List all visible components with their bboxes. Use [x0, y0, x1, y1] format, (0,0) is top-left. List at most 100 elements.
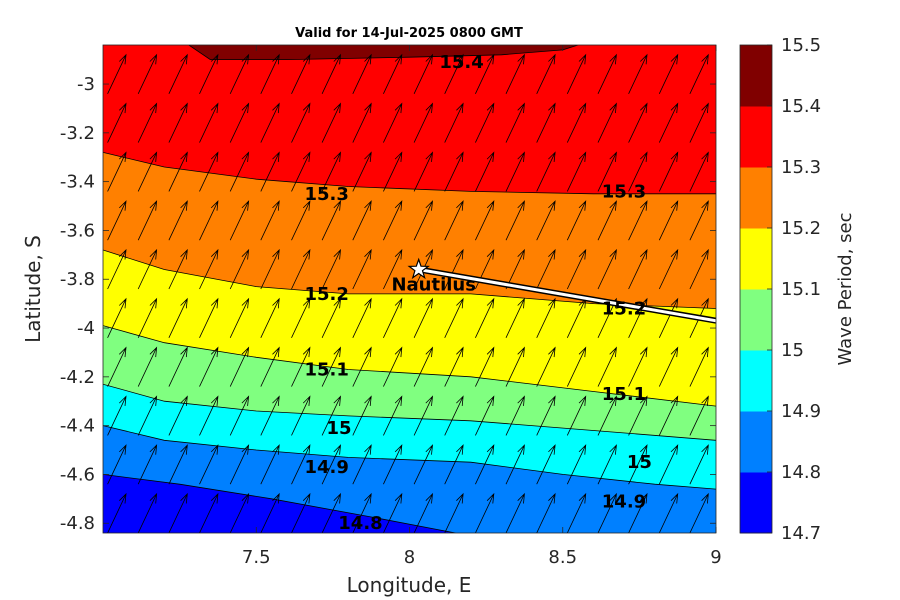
- wave-arrow: [628, 492, 648, 533]
- wave-arrow: [475, 492, 495, 533]
- wave-arrow: [383, 53, 403, 94]
- wave-arrow: [413, 53, 434, 94]
- wave-arrow: [229, 200, 250, 241]
- ship-track: [407, 257, 716, 324]
- wave-arrow: [658, 444, 679, 485]
- wave-arrow: [505, 395, 525, 436]
- wave-arrow: [689, 346, 709, 387]
- contour-label: 14.8: [338, 513, 382, 534]
- wave-arrow: [260, 395, 280, 436]
- wave-arrow: [352, 102, 372, 143]
- wave-arrow: [689, 248, 709, 290]
- wave-arrow: [229, 395, 250, 436]
- wave-arrow: [566, 346, 587, 387]
- wave-direction-arrows: [107, 45, 709, 533]
- wave-arrow: [260, 200, 280, 241]
- wave-arrow: [536, 151, 556, 192]
- wave-arrow: [475, 395, 495, 436]
- wave-arrow: [137, 492, 158, 533]
- wave-arrow: [444, 151, 464, 192]
- wave-arrow: [168, 53, 188, 94]
- x-axis: 7.5 8 8.5 9: [242, 45, 722, 568]
- wave-arrow: [689, 53, 709, 94]
- contour-label: 15.1: [602, 384, 646, 405]
- contour-line-15.2: [103, 249, 716, 309]
- contour-fills: [103, 45, 716, 533]
- contour-label: 15.2: [304, 284, 348, 305]
- wave-arrow: [444, 248, 464, 290]
- wave-arrow: [383, 102, 403, 143]
- wave-arrow: [321, 200, 342, 241]
- wave-arrow: [658, 200, 679, 241]
- y-tick-label: -3.4: [60, 172, 95, 193]
- wave-arrow: [321, 297, 342, 338]
- wave-arrow: [536, 346, 556, 387]
- wave-arrow: [413, 346, 434, 387]
- wave-arrow: [566, 53, 587, 94]
- wave-arrow: [536, 248, 556, 290]
- wave-arrow: [199, 395, 219, 436]
- wave-arrow: [229, 297, 250, 338]
- wave-arrow: [229, 346, 250, 387]
- wave-arrow: [505, 151, 525, 192]
- contour-line-14.8: [103, 474, 456, 533]
- wave-arrow: [628, 444, 648, 485]
- wave-arrow: [260, 248, 280, 290]
- wave-arrow: [475, 444, 495, 485]
- wave-arrow: [628, 248, 648, 290]
- x-tick-label: 8: [404, 547, 415, 568]
- wave-arrow: [383, 151, 403, 192]
- wave-arrow: [383, 395, 403, 436]
- wave-arrow: [260, 53, 280, 94]
- wave-arrow: [628, 346, 648, 387]
- wave-arrow: [137, 200, 158, 241]
- x-tick-label: 7.5: [242, 547, 271, 568]
- wave-arrow: [566, 444, 587, 485]
- contour-label: 15.4: [439, 52, 483, 73]
- wave-arrow: [597, 444, 617, 485]
- wave-arrow: [475, 102, 495, 143]
- wave-arrow: [107, 45, 109, 46]
- wave-arrow: [413, 151, 434, 192]
- wave-arrow: [229, 492, 250, 533]
- wave-arrow: [168, 102, 188, 143]
- wave-arrow: [598, 45, 599, 46]
- colorbar-tick-label: 15: [781, 340, 804, 361]
- wave-arrow: [413, 395, 434, 436]
- wave-arrow: [658, 53, 679, 94]
- wave-arrow: [199, 102, 219, 143]
- wave-arrow: [168, 346, 188, 387]
- wave-arrow: [291, 200, 311, 241]
- y-tick-label: -4.2: [60, 367, 95, 388]
- wave-arrow: [168, 444, 188, 485]
- wave-arrow: [566, 248, 587, 290]
- wave-arrow: [291, 346, 311, 387]
- wave-arrow: [107, 248, 127, 290]
- wave-arrow: [536, 492, 556, 533]
- wave-arrow: [352, 346, 372, 387]
- wave-arrow: [689, 395, 709, 436]
- wave-arrow: [689, 45, 691, 46]
- wave-arrow: [352, 297, 372, 338]
- wave-arrow: [352, 444, 372, 485]
- wave-arrow: [107, 297, 127, 338]
- wave-arrow: [566, 492, 587, 533]
- wave-arrow: [260, 297, 280, 338]
- wave-arrow: [138, 45, 139, 46]
- wave-arrow: [444, 102, 464, 143]
- wave-arrow: [658, 395, 679, 436]
- wave-arrow: [597, 395, 617, 436]
- y-tick-label: -4: [77, 318, 95, 339]
- colorbar-swatch: [740, 45, 772, 107]
- y-tick-label: -3: [77, 74, 95, 95]
- wave-arrow: [658, 346, 679, 387]
- ship-track-line: [418, 268, 716, 323]
- wave-arrow: [352, 492, 372, 533]
- y-axis-label: Latitude, S: [21, 235, 45, 343]
- wave-arrow: [168, 45, 170, 46]
- wave-arrow: [199, 45, 200, 46]
- wave-arrow: [229, 151, 250, 192]
- wave-arrow: [536, 53, 556, 94]
- wave-arrow: [137, 53, 158, 94]
- wave-arrow: [352, 53, 372, 94]
